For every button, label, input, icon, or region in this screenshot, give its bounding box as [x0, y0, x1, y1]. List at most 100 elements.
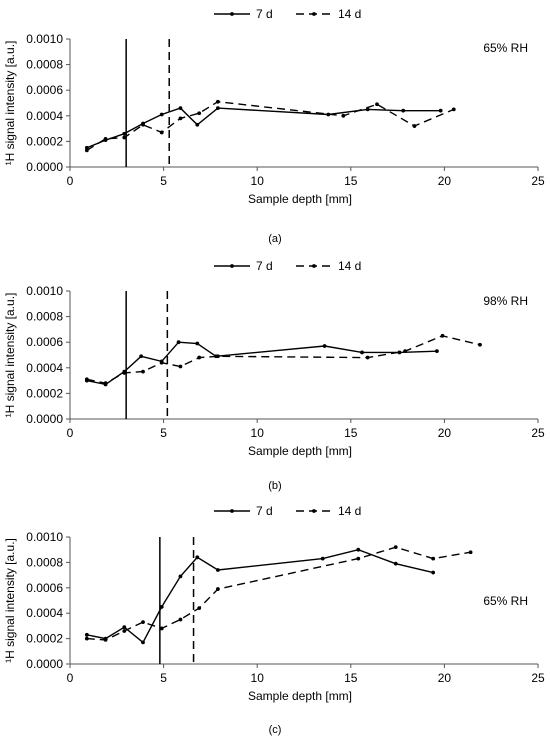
legend-swatch-point: [230, 509, 234, 513]
data-point: [122, 625, 127, 630]
data-point: [159, 130, 164, 135]
data-point: [195, 555, 200, 560]
legend: 7 d 14 d: [214, 259, 361, 273]
data-point: [393, 545, 398, 550]
x-tick-label: 0: [67, 426, 74, 440]
x-tick-label: 10: [251, 671, 265, 685]
legend-swatch-point: [230, 12, 234, 16]
data-point: [356, 547, 361, 552]
data-point: [159, 360, 164, 365]
legend: 7 d 14 d: [214, 7, 361, 21]
data-point: [159, 112, 164, 117]
x-tick-label: 5: [160, 174, 167, 188]
condition-annotation: 65% RH: [483, 41, 528, 55]
x-tick-label: 10: [251, 174, 265, 188]
x-tick-label: 20: [438, 426, 452, 440]
y-tick-label: 0.0002: [26, 386, 63, 400]
data-point: [431, 570, 436, 575]
y-tick-label: 0.0004: [26, 109, 63, 123]
y-tick-label: 0.0010: [26, 284, 63, 298]
series-line-1: [86, 107, 441, 149]
chart-panel-1: 0.0000 0.0002 0.0004 0.0006 0.0008 0.0010 0 5 10…: [3, 7, 545, 245]
y-axis-title: ¹H signal intensity [a.u.]: [3, 293, 17, 418]
data-point: [401, 108, 406, 113]
data-point: [139, 354, 144, 359]
panel-label: (a): [268, 233, 281, 245]
data-point: [122, 135, 127, 140]
data-point: [178, 364, 183, 369]
y-tick-label: 0.0010: [26, 32, 63, 46]
x-tick-label: 25: [531, 174, 545, 188]
data-point: [397, 350, 402, 355]
data-point: [438, 108, 443, 113]
data-point: [159, 604, 164, 609]
legend-swatch-point: [312, 12, 316, 16]
data-point: [103, 381, 108, 386]
data-point: [122, 371, 127, 375]
y-tick-label: 0.0000: [26, 412, 63, 426]
data-point: [178, 116, 183, 121]
data-point: [176, 340, 181, 345]
data-point: [84, 636, 89, 641]
data-point: [141, 122, 145, 127]
y-tick-label: 0.0002: [26, 632, 63, 646]
y-tick-label: 0.0006: [26, 581, 63, 595]
chart-panel-3: 0.0000 0.0002 0.0004 0.0006 0.0008 0.0010 0 5 10…: [3, 504, 545, 736]
data-point: [103, 637, 108, 642]
legend-label: 7 d: [256, 504, 273, 518]
series-line-1: [86, 341, 437, 386]
data-point: [440, 333, 445, 338]
y-tick-label: 0.0006: [26, 335, 63, 349]
legend-swatch-point: [312, 264, 316, 268]
legend: 7 d 14 d: [214, 504, 361, 518]
data-point: [178, 106, 183, 111]
data-point: [431, 556, 436, 561]
data-point: [451, 107, 456, 112]
data-point: [197, 355, 202, 360]
x-tick-label: 20: [438, 671, 452, 685]
data-point: [197, 606, 202, 611]
legend-label: 7 d: [256, 7, 273, 21]
y-tick-label: 0.0006: [26, 83, 63, 97]
x-tick-label: 10: [251, 426, 265, 440]
data-point: [356, 556, 361, 561]
y-tick-label: 0.0008: [26, 310, 63, 324]
x-tick-label: 15: [344, 426, 358, 440]
legend-label: 7 d: [256, 259, 273, 273]
data-point: [341, 113, 346, 118]
data-point: [122, 629, 127, 633]
data-point: [360, 350, 364, 355]
data-point: [215, 106, 220, 111]
y-axis-title: ¹H signal intensity [a.u.]: [3, 538, 17, 663]
data-point: [215, 99, 220, 104]
data-point: [435, 349, 439, 354]
data-point: [478, 342, 482, 347]
x-tick-label: 15: [344, 671, 358, 685]
x-axis-title: Sample depth [mm]: [248, 444, 352, 458]
data-point: [197, 111, 202, 116]
chart-panel-2: 0.0000 0.0002 0.0004 0.0006 0.0008 0.0010 0 5 10…: [3, 259, 545, 492]
data-point: [365, 355, 370, 360]
condition-annotation: 98% RH: [483, 294, 528, 308]
data-point: [195, 341, 200, 346]
x-tick-label: 15: [344, 174, 358, 188]
data-point: [215, 587, 220, 591]
y-axis-title: ¹H signal intensity [a.u.]: [3, 41, 17, 166]
data-point: [122, 131, 127, 136]
data-point: [103, 136, 108, 141]
x-tick-label: 0: [67, 671, 74, 685]
y-tick-label: 0.0004: [26, 606, 63, 620]
data-point: [84, 148, 89, 153]
data-point: [141, 369, 145, 374]
data-point: [322, 344, 327, 348]
data-point: [141, 620, 145, 624]
data-point: [393, 561, 398, 566]
data-point: [84, 377, 89, 382]
legend-swatch-point: [312, 509, 316, 513]
panel-label: (b): [268, 480, 281, 492]
x-axis-title: Sample depth [mm]: [248, 192, 352, 206]
series-line-2: [86, 546, 471, 641]
legend-swatch-point: [230, 264, 234, 268]
data-point: [159, 626, 164, 631]
